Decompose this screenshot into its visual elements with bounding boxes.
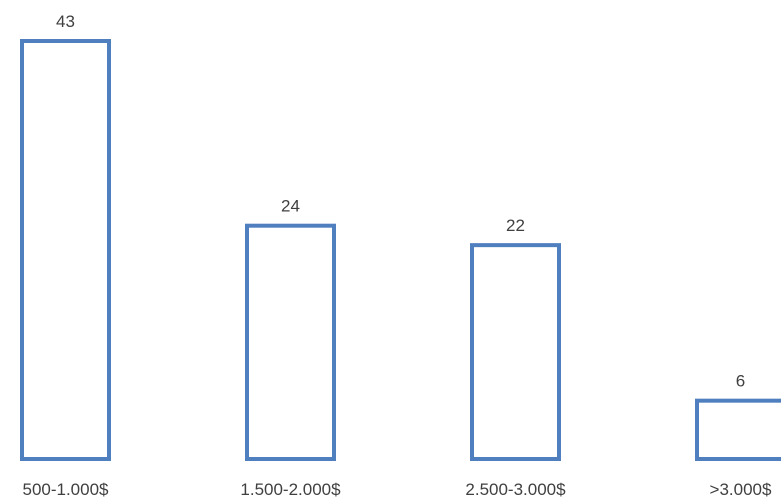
x-tick-label-2: 1.500-2.000$ <box>240 480 341 499</box>
bar-1 <box>20 39 111 461</box>
x-tick-label-3: 2.500-3.000$ <box>465 480 566 499</box>
data-label-2: 24 <box>281 197 300 216</box>
bar-4 <box>695 398 781 461</box>
bars-layer <box>20 39 781 461</box>
x-tick-label-4: >3.000$ <box>710 480 772 499</box>
x-axis-tick-labels: 500-1.000$ 1.500-2.000$ 2.500-3.000$ >3.000… <box>22 480 772 499</box>
data-label-4: 6 <box>736 372 745 391</box>
data-label-1: 43 <box>56 12 75 31</box>
bar-2 <box>245 223 336 461</box>
data-labels-layer: 43 24 22 6 <box>56 12 745 391</box>
x-tick-label-1: 500-1.000$ <box>22 480 109 499</box>
bar-3 <box>470 243 561 461</box>
data-label-3: 22 <box>506 216 525 235</box>
